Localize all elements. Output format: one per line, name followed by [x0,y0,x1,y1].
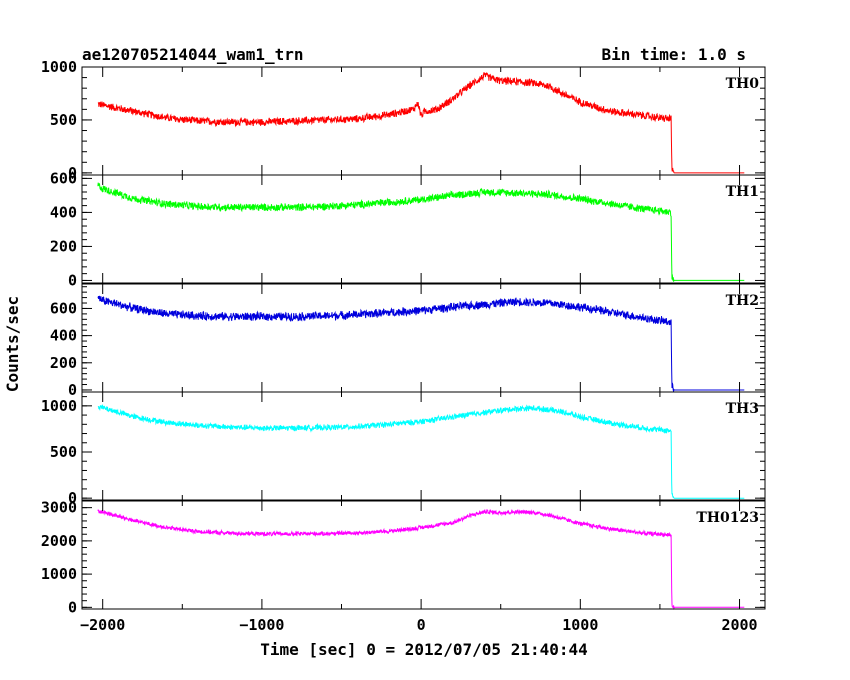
y-tick-label: 0 [68,489,77,507]
y-axis-label: Counts/sec [3,296,22,392]
y-tick-label: 600 [50,169,77,187]
panel-th3: 0 500 1000 TH3 [41,391,766,507]
bin-time-label: Bin time: 1.0 s [602,45,747,64]
x-tick-label: −1000 [239,616,284,634]
panel-frame [81,174,766,284]
panel-th1: 0 200 400 600 TH1 [50,169,766,289]
y-tick-label: 0 [68,271,77,289]
x-axis-label: Time [sec] 0 = 2012/07/05 21:40:44 [260,640,588,659]
y-tick-label: 0 [68,598,77,616]
panel-th0: 0 500 1000 TH0 [41,58,766,182]
y-tick-label: 400 [50,327,77,345]
y-tick-label: 200 [50,237,77,255]
x-tick-label: 0 [417,616,426,634]
series-line-th2 [97,295,745,393]
series-line-th3 [97,404,745,499]
series-line-th0 [97,72,745,174]
x-tick-label: −2000 [80,616,125,634]
y-tick-label: 0 [68,381,77,399]
panel-label-th2: TH2 [726,293,759,309]
panels-group: 0 500 1000 TH0 0 200 400 600 TH1 0 200 400 600 TH2 0 50… [41,58,766,616]
panel-frame [81,500,766,610]
y-tick-label: 1000 [41,58,77,76]
series-line-th1 [97,182,745,282]
y-tick-label: 200 [50,354,77,372]
y-tick-label: 1000 [41,397,77,415]
y-tick-label: 500 [50,111,77,129]
panel-label-th3: TH3 [726,401,759,417]
series-line-th0123 [97,508,745,611]
x-tick-label: 2000 [721,616,757,634]
panel-th0123: 0 1000 2000 3000 TH0123 [41,499,766,616]
y-tick-label: 2000 [41,532,77,550]
chart-title: ae120705214044_wam1_trn [82,45,304,64]
panel-label-th1: TH1 [726,184,759,200]
panel-th2: 0 200 400 600 TH2 [50,283,766,399]
panel-label-th0: TH0 [726,76,760,92]
y-tick-label: 500 [50,443,77,461]
panel-frame [81,283,766,393]
panel-frame [81,391,766,501]
y-tick-label: 0 [68,164,77,182]
y-tick-label: 400 [50,203,77,221]
panel-label-th0123: TH0123 [696,510,759,526]
x-axis: −2000 −1000 0 1000 2000 [80,616,757,634]
y-tick-label: 3000 [41,499,77,517]
x-tick-label: 1000 [562,616,598,634]
y-tick-label: 600 [50,299,77,317]
y-tick-label: 1000 [41,565,77,583]
